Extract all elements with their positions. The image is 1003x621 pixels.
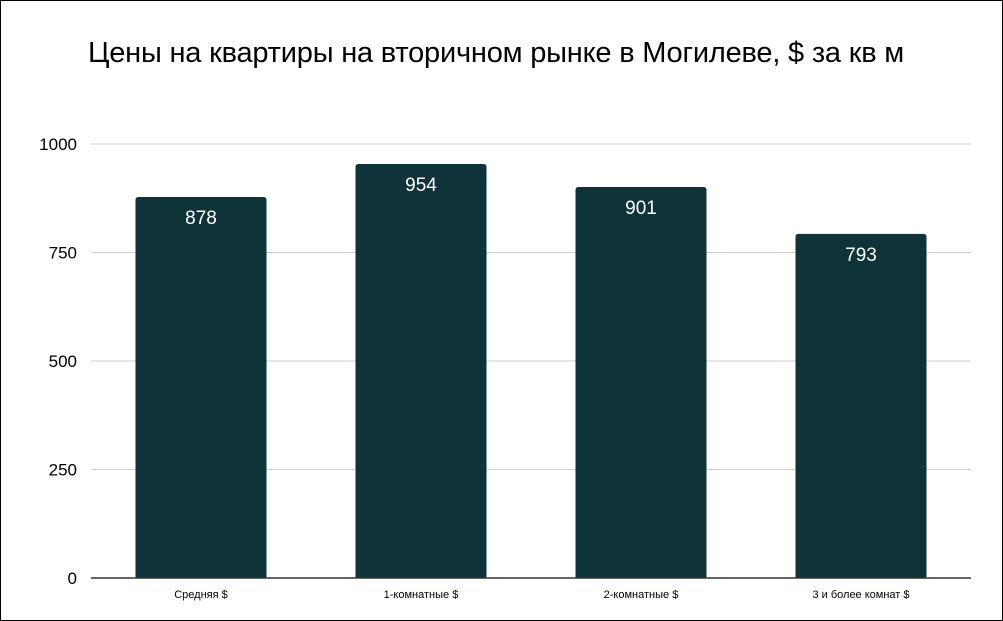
bars bbox=[135, 163, 927, 579]
x-axis-category-labels: Средняя $ 1-комнатные $ 2-комнатные $ 3 и б… bbox=[174, 589, 909, 601]
y-tick-label: 500 bbox=[49, 352, 77, 371]
y-tick-label: 750 bbox=[49, 244, 77, 263]
bar-value-label: 793 bbox=[845, 245, 877, 266]
bar bbox=[135, 196, 267, 578]
data-labels: 878 954 901 793 bbox=[185, 175, 877, 266]
y-tick-label: 250 bbox=[49, 461, 77, 480]
bar-value-label: 878 bbox=[185, 208, 217, 229]
chart-title: Цены на квартиры на вторичном рынке в Мо… bbox=[88, 37, 904, 69]
bar bbox=[795, 233, 927, 578]
x-category-label: Средняя $ bbox=[174, 589, 228, 601]
y-tick-label: 0 bbox=[68, 569, 77, 588]
x-category-label: 3 и более комнат $ bbox=[812, 589, 909, 601]
x-category-label: 2-комнатные $ bbox=[604, 589, 679, 601]
y-axis-tick-labels: 0 250 500 750 1000 bbox=[39, 135, 77, 588]
x-category-label: 1-комнатные $ bbox=[384, 589, 459, 601]
bar-value-label: 954 bbox=[405, 175, 437, 196]
y-tick-label: 1000 bbox=[39, 135, 77, 154]
bar-value-label: 901 bbox=[625, 198, 657, 219]
bar bbox=[355, 163, 487, 579]
bar bbox=[575, 186, 707, 578]
